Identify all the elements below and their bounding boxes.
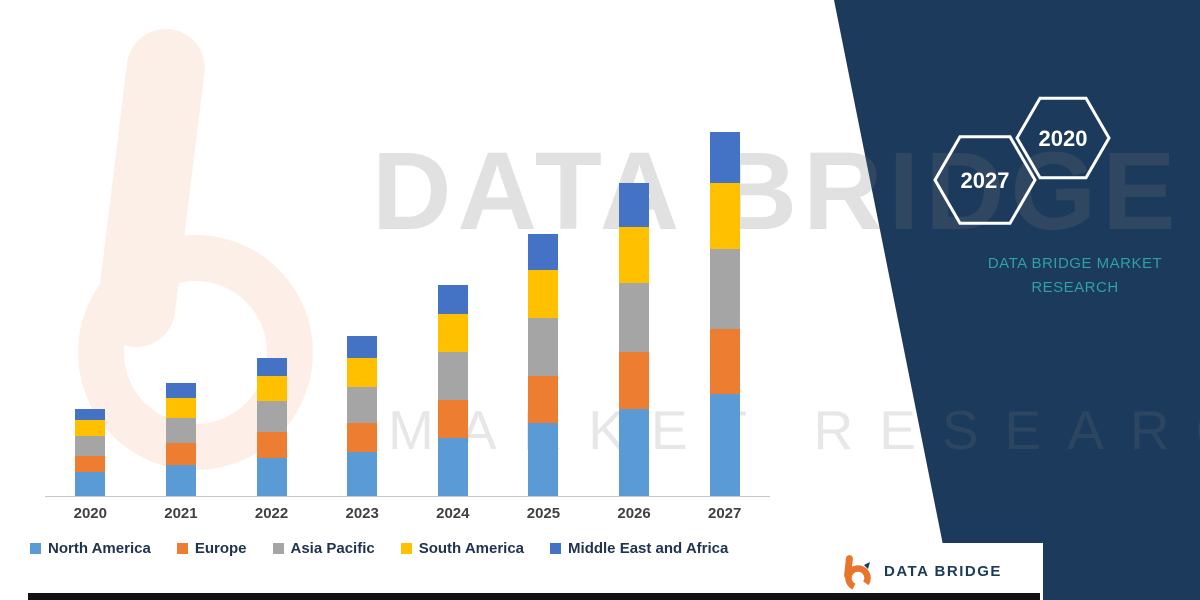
bar-stack-2022 [256, 357, 287, 496]
bar-segment-north-america [256, 457, 287, 496]
watermark-text-line1: DATA BRIDGE [372, 130, 1182, 253]
x-axis-label-2027: 2027 [708, 505, 742, 522]
hexagon-2020-label: 2020 [1039, 126, 1088, 151]
bar-segment-asia-pacific [75, 435, 106, 456]
bar-segment-middle-east-and-africa [256, 357, 287, 376]
bar-column-2023 [317, 120, 408, 496]
bar-stack-2020 [75, 408, 106, 496]
chart-legend: North America Europe Asia Pacific South Ame… [30, 540, 728, 557]
plot-area [45, 120, 770, 497]
x-axis-label-2025: 2025 [526, 505, 561, 522]
brand-heading-line2: RESEARCH [1031, 279, 1119, 296]
legend-label-north-america: North America [48, 540, 151, 557]
x-axis-label-2021: 2021 [164, 505, 198, 522]
bar-stack-2025 [528, 233, 559, 496]
x-axis-label-2023: 2023 [345, 505, 379, 522]
legend-label-europe: Europe [194, 540, 247, 557]
legend-item-north-america: North America [30, 540, 151, 557]
bar-segment-south-america [347, 357, 378, 387]
bar-segment-north-america [165, 465, 196, 496]
bar-column-2020 [45, 120, 136, 496]
bar-segment-europe [437, 399, 468, 438]
legend-item-south-america: South America [400, 540, 525, 557]
bar-segment-north-america [528, 423, 559, 496]
bar-stack-2021 [165, 383, 196, 496]
bar-segment-middle-east-and-africa [528, 233, 559, 271]
legend-label-middle-east-and-africa: Middle East and Africa [568, 540, 729, 557]
data-bridge-logo-icon [844, 554, 871, 591]
legend-item-europe: Europe [176, 540, 247, 557]
bar-segment-north-america [437, 437, 468, 496]
bar-segment-middle-east-and-africa [347, 335, 378, 358]
bar-segment-middle-east-and-africa [709, 132, 740, 183]
bar-stack-2023 [347, 335, 378, 496]
hexagon-year-badges: 2027 2020 [933, 96, 1111, 225]
cropped-bottom-strip [28, 593, 1040, 600]
legend-swatch-middle-east-and-africa [550, 543, 562, 554]
bar-segment-asia-pacific [256, 401, 287, 433]
bar-column-2022 [226, 120, 317, 496]
hexagon-2027-label: 2027 [961, 168, 1010, 193]
legend-label-asia-pacific: Asia Pacific [290, 540, 375, 557]
x-axis-label-2020: 2020 [73, 505, 107, 522]
bar-segment-north-america [75, 472, 106, 496]
legend-swatch-north-america [30, 543, 41, 554]
bar-segment-south-america [75, 419, 106, 436]
legend-swatch-asia-pacific [272, 543, 284, 554]
hexagon-2020-outline [1015, 96, 1111, 180]
x-axis-label-2026: 2026 [617, 505, 651, 522]
bar-segment-south-america [165, 397, 196, 418]
brand-heading: DATA BRIDGE MARKET RESEARCH [975, 252, 1175, 300]
bar-segment-europe [256, 432, 287, 458]
bar-column-2025 [498, 120, 589, 496]
bar-segment-middle-east-and-africa [619, 183, 650, 227]
bar-segment-middle-east-and-africa [75, 408, 106, 420]
bar-stack-2024 [437, 284, 468, 496]
bar-segment-middle-east-and-africa [437, 284, 468, 315]
legend-swatch-europe [176, 543, 188, 554]
bar-column-2024 [408, 120, 499, 496]
bar-segment-south-america [256, 375, 287, 402]
brand-heading-line1: DATA BRIDGE MARKET [987, 255, 1163, 272]
x-axis-label-2022: 2022 [254, 505, 289, 522]
x-axis-label-2024: 2024 [436, 505, 470, 522]
bar-stack-2027 [709, 132, 740, 496]
bar-column-2026 [589, 120, 680, 496]
bar-segment-south-america [619, 226, 650, 284]
bar-segment-europe [528, 375, 559, 424]
bar-segment-middle-east-and-africa [165, 383, 196, 398]
footer-logo: DATA BRIDGE [828, 543, 1043, 600]
bar-segment-asia-pacific [619, 283, 650, 353]
bar-segment-europe [709, 328, 740, 395]
axis-labels: 2020 2021 2022 2023 2024 2025 2026 2027 [45, 497, 770, 522]
bar-segment-north-america [709, 394, 740, 496]
bar-column-2021 [136, 120, 227, 496]
bar-segment-south-america [709, 182, 740, 249]
bar-segment-europe [619, 352, 650, 409]
bar-segment-asia-pacific [165, 417, 196, 444]
bar-segment-south-america [437, 314, 468, 353]
hexagon-2027-outline [933, 135, 1037, 225]
legend-label-south-america: South America [418, 540, 525, 557]
footer-logo-text: DATA BRIDGE [884, 563, 1002, 580]
bar-segment-europe [165, 443, 196, 466]
bar-segment-north-america [619, 408, 650, 496]
bar-segment-south-america [528, 270, 559, 318]
bar-segment-asia-pacific [347, 386, 378, 424]
legend-item-middle-east-and-africa: Middle East and Africa [550, 540, 728, 557]
bar-segment-asia-pacific [528, 317, 559, 376]
bar-stack-2026 [619, 183, 650, 496]
bar-segment-europe [75, 455, 106, 473]
bar-segment-north-america [347, 452, 378, 496]
stacked-bar-chart: 2020 2021 2022 2023 2024 2025 2026 2027 [45, 120, 770, 522]
bar-segment-asia-pacific [709, 248, 740, 329]
bar-segment-europe [347, 423, 378, 453]
bar-column-2027 [679, 120, 770, 496]
legend-swatch-south-america [400, 543, 412, 554]
watermark-text-line2: MARKET RESEARCH [388, 399, 1200, 461]
bar-segment-asia-pacific [437, 352, 468, 400]
legend-item-asia-pacific: Asia Pacific [272, 540, 375, 557]
